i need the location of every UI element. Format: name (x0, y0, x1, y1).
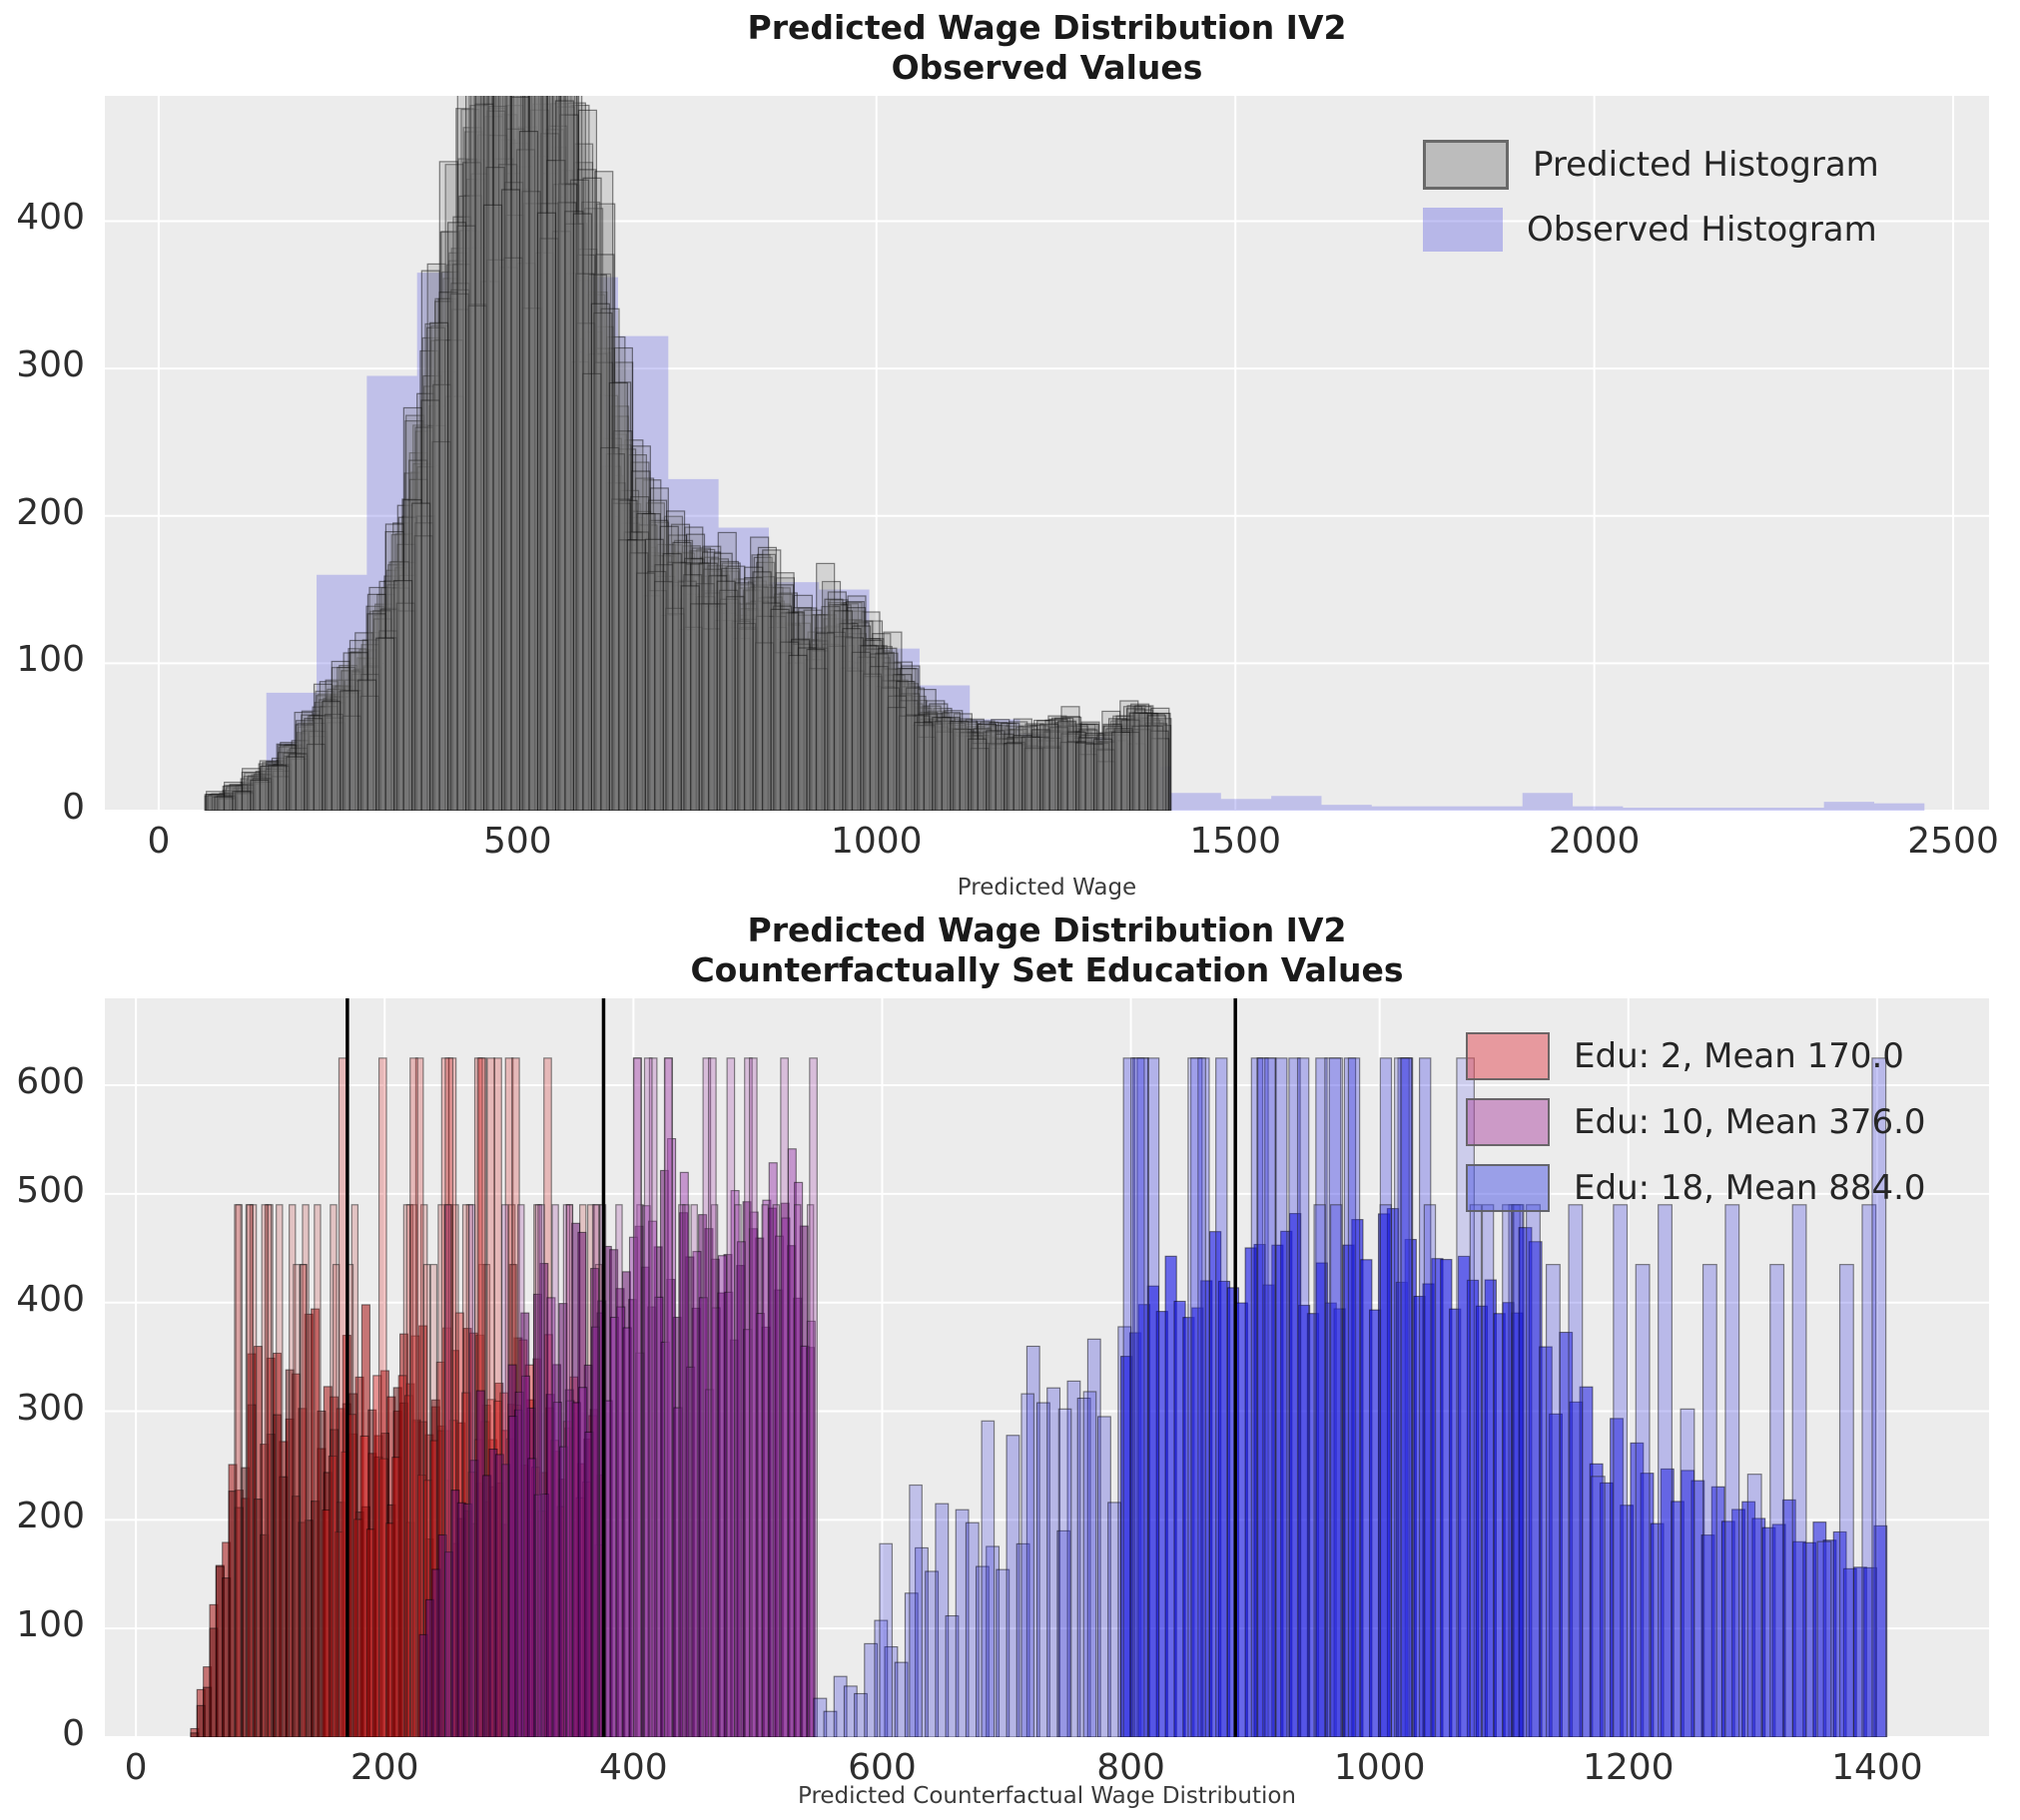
observed-histogram-label: Observed Histogram (1527, 210, 1877, 250)
predicted-histogram-label: Predicted Histogram (1533, 145, 1879, 185)
top-chart-title-line1: Predicted Wage Distribution IV2 (747, 8, 1347, 47)
y-tick-label: 0 (62, 1713, 85, 1754)
y-tick-label: 100 (16, 639, 85, 681)
predicted-histogram-overlay (206, 96, 1158, 811)
predicted-histogram-swatch (1423, 140, 1509, 190)
x-tick-label: 1200 (1582, 1747, 1675, 1788)
predicted-histogram-overlay (211, 96, 1164, 811)
top-chart-legend: Predicted Histogram Observed Histogram (1423, 140, 1879, 270)
legend-row-predicted: Predicted Histogram (1423, 140, 1879, 190)
x-tick-label: 2500 (1907, 821, 1999, 862)
bottom-chart-title-line1: Predicted Wage Distribution IV2 (747, 910, 1347, 949)
y-tick-label: 600 (16, 1061, 85, 1103)
edu2-label: Edu: 2, Mean 170.0 (1574, 1036, 1904, 1076)
edu18-label: Edu: 18, Mean 884.0 (1574, 1168, 1926, 1208)
x-tick-label: 1500 (1189, 821, 1281, 862)
legend-row-edu18: Edu: 18, Mean 884.0 (1466, 1164, 1926, 1212)
top-chart-xlabel: Predicted Wage (957, 875, 1137, 901)
x-tick-label: 0 (124, 1747, 148, 1788)
edu10-swatch (1466, 1098, 1550, 1146)
y-tick-label: 300 (16, 1387, 85, 1429)
x-tick-label: 800 (1096, 1747, 1165, 1788)
edu-group-18 (813, 1057, 1888, 1737)
edu10-label: Edu: 10, Mean 376.0 (1574, 1102, 1926, 1142)
y-tick-label: 100 (16, 1604, 85, 1646)
edu18-swatch (1466, 1164, 1550, 1212)
bottom-chart-xlabel: Predicted Counterfactual Wage Distributi… (797, 1783, 1297, 1809)
x-tick-label: 600 (848, 1747, 917, 1788)
predicted-histogram-overlay (217, 96, 1170, 811)
bottom-chart-legend: Edu: 2, Mean 170.0 Edu: 10, Mean 376.0 E… (1466, 1032, 1926, 1230)
y-tick-label: 500 (16, 1169, 85, 1211)
x-tick-label: 2000 (1548, 821, 1641, 862)
predicted-histogram-overlay (217, 182, 1170, 811)
legend-row-edu10: Edu: 10, Mean 376.0 (1466, 1098, 1926, 1146)
y-tick-label: 0 (62, 787, 85, 828)
y-tick-label: 200 (16, 491, 85, 533)
y-tick-label: 200 (16, 1496, 85, 1537)
y-tick-label: 400 (16, 1278, 85, 1320)
legend-row-observed: Observed Histogram (1423, 208, 1879, 252)
predicted-histogram-overlay (214, 96, 1167, 811)
x-tick-label: 0 (147, 821, 171, 862)
bottom-chart-title: Predicted Wage Distribution IV2 Counterf… (105, 910, 1989, 990)
edu-group-10 (418, 1057, 818, 1737)
top-chart-plot-area (105, 96, 1989, 811)
edu2-swatch (1466, 1032, 1550, 1080)
y-tick-label: 400 (16, 197, 85, 239)
top-chart-title: Predicted Wage Distribution IV2 Observed… (105, 8, 1989, 88)
predicted-histogram-overlay (216, 167, 1169, 811)
x-tick-label: 200 (349, 1747, 419, 1788)
x-tick-label: 1000 (830, 821, 923, 862)
x-tick-label: 500 (482, 821, 552, 862)
x-tick-label: 1000 (1333, 1747, 1426, 1788)
legend-row-edu2: Edu: 2, Mean 170.0 (1466, 1032, 1926, 1080)
top-chart-title-line2: Observed Values (891, 48, 1203, 87)
x-tick-label: 1400 (1831, 1747, 1923, 1788)
bottom-chart-plot-area (105, 998, 1989, 1737)
bottom-chart-title-line2: Counterfactually Set Education Values (690, 950, 1404, 989)
y-tick-label: 300 (16, 344, 85, 386)
observed-histogram-swatch (1423, 208, 1503, 252)
x-tick-label: 400 (598, 1747, 668, 1788)
